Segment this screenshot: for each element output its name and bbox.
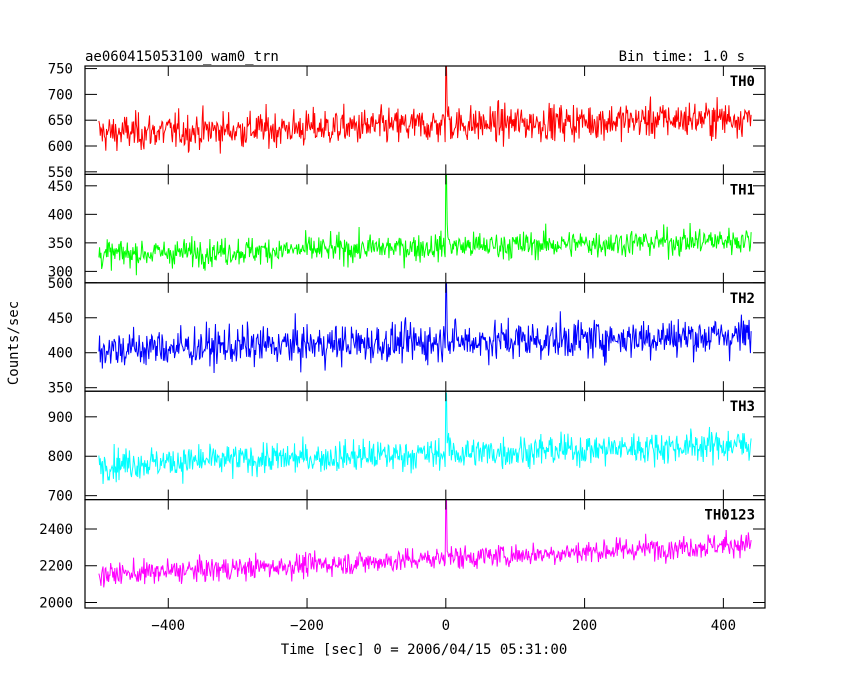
y-tick-label: 2400: [39, 522, 73, 538]
panel-frame: [84, 499, 766, 609]
x-tick-label: −200: [290, 618, 324, 634]
y-tick-label: 900: [48, 410, 73, 426]
y-tick-label: 550: [48, 165, 73, 181]
panel-label: TH0123: [704, 508, 755, 524]
series-line-th1: [98, 174, 752, 276]
series-line-th0: [98, 66, 752, 154]
x-tick-label: 400: [711, 618, 736, 634]
y-tick-label: 400: [48, 207, 73, 223]
bin-time-label: Bin time: 1.0 s: [619, 49, 745, 65]
series-line-th3: [98, 392, 752, 484]
y-tick-label: 450: [48, 311, 73, 327]
panel-label: TH3: [730, 399, 755, 415]
chart-title: ae060415053100_wam0_trn: [85, 49, 279, 65]
panel-label: TH2: [730, 291, 755, 307]
series-line-th0123: [98, 499, 752, 588]
panel-label: TH1: [730, 182, 755, 198]
y-tick-label: 600: [48, 139, 73, 155]
y-tick-label: 400: [48, 346, 73, 362]
y-tick-label: 300: [48, 264, 73, 280]
y-tick-label: 750: [48, 62, 73, 78]
y-tick-label: 650: [48, 113, 73, 129]
y-tick-label: 700: [48, 87, 73, 103]
y-tick-label: 2200: [39, 559, 73, 575]
y-tick-label: 350: [48, 381, 73, 397]
panel-th3: 700 800 900 TH3: [48, 390, 766, 505]
y-tick-label: 350: [48, 236, 73, 252]
panel-th1: 300 350 400 450 TH1: [48, 173, 766, 284]
panel-th0: 550 600 650 700 750 TH0: [48, 62, 766, 181]
y-axis-label: Counts/sec: [6, 301, 22, 385]
y-tick-label: 500: [48, 276, 73, 292]
panels-group: 550 600 650 700 750 TH0 300 350 400 450 TH1 350 400 4…: [39, 62, 766, 634]
panel-frame: [84, 173, 766, 284]
series-line-th2: [98, 282, 752, 374]
y-tick-label: 800: [48, 449, 73, 465]
y-tick-label: 2000: [39, 595, 73, 611]
x-tick-label: 0: [442, 618, 450, 634]
panel-th2: 350 400 450 500 TH2: [48, 276, 766, 397]
y-tick-label: 700: [48, 489, 73, 505]
panel-th0123: 2000 2200 2400 −400 −200 0 200 400 TH0123: [39, 499, 766, 634]
x-axis-label: Time [sec] 0 = 2006/04/15 05:31:00: [281, 642, 568, 658]
panel-label: TH0: [730, 74, 755, 90]
panel-frame: [84, 390, 766, 501]
y-tick-label: 450: [48, 179, 73, 195]
x-tick-label: 200: [572, 618, 597, 634]
x-tick-label: −400: [151, 618, 185, 634]
